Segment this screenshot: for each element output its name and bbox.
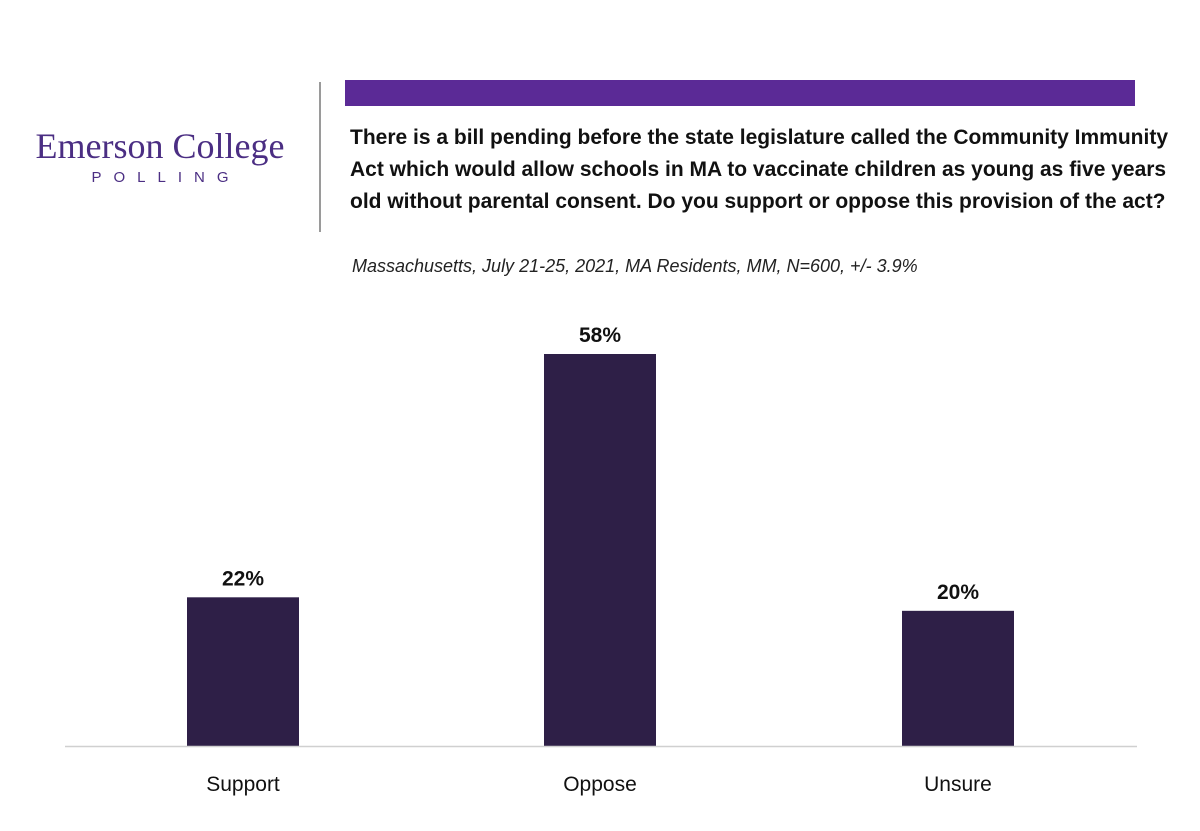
logo-subtitle: POLLING <box>91 169 241 186</box>
emerson-college-polling-logo: Emerson College POLLING <box>22 126 298 186</box>
logo-name: Emerson College <box>35 126 285 166</box>
data-label-support: 22% <box>222 567 264 590</box>
bar-unsure <box>902 610 1014 746</box>
bar-support <box>187 597 299 746</box>
chart-subtitle: Massachusetts, July 21-25, 2021, MA Resi… <box>352 256 918 276</box>
x-tick-label-oppose: Oppose <box>563 773 637 796</box>
data-label-unsure: 20% <box>937 581 979 604</box>
data-label-oppose: 58% <box>579 324 621 347</box>
bar-oppose <box>544 354 656 746</box>
header-divider <box>319 82 321 232</box>
x-tick-label-unsure: Unsure <box>924 773 992 796</box>
x-tick-label-support: Support <box>206 773 280 796</box>
accent-bar <box>345 80 1135 106</box>
chart-title: There is a bill pending before the state… <box>350 126 1168 213</box>
